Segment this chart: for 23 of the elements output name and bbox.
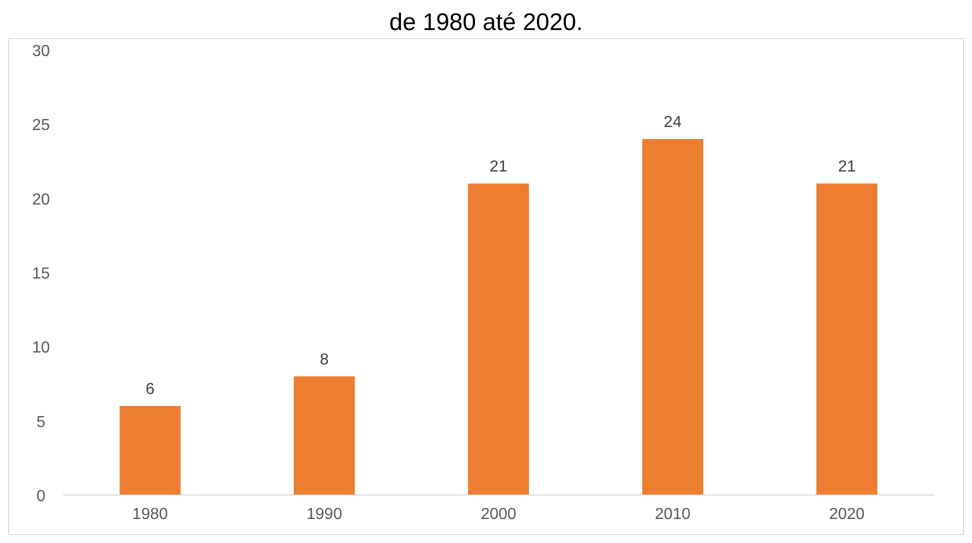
x-tick-label: 2010 (654, 506, 691, 523)
data-label: 24 (664, 114, 682, 131)
data-label: 6 (146, 381, 155, 398)
bar (294, 376, 355, 495)
bar (816, 184, 878, 495)
y-tick-label: 0 (36, 488, 46, 505)
y-tick-label: 15 (32, 266, 50, 282)
x-tick-label: 1990 (306, 506, 342, 523)
x-tick-label: 1980 (132, 506, 168, 523)
bar (120, 406, 181, 495)
x-tick-label: 2020 (829, 506, 865, 523)
y-tick-label: 30 (32, 43, 50, 60)
data-label: 8 (320, 351, 329, 368)
bar (468, 184, 529, 495)
chart-title: de 1980 até 2020. (389, 9, 583, 36)
y-tick-label: 5 (36, 414, 46, 431)
data-label: 21 (838, 158, 856, 176)
y-tick-label: 20 (32, 191, 50, 208)
data-label: 21 (490, 158, 508, 176)
y-tick-label: 25 (32, 117, 50, 134)
x-tick-label: 2000 (480, 506, 516, 523)
y-tick-label: 10 (32, 340, 50, 357)
bar (642, 139, 704, 495)
